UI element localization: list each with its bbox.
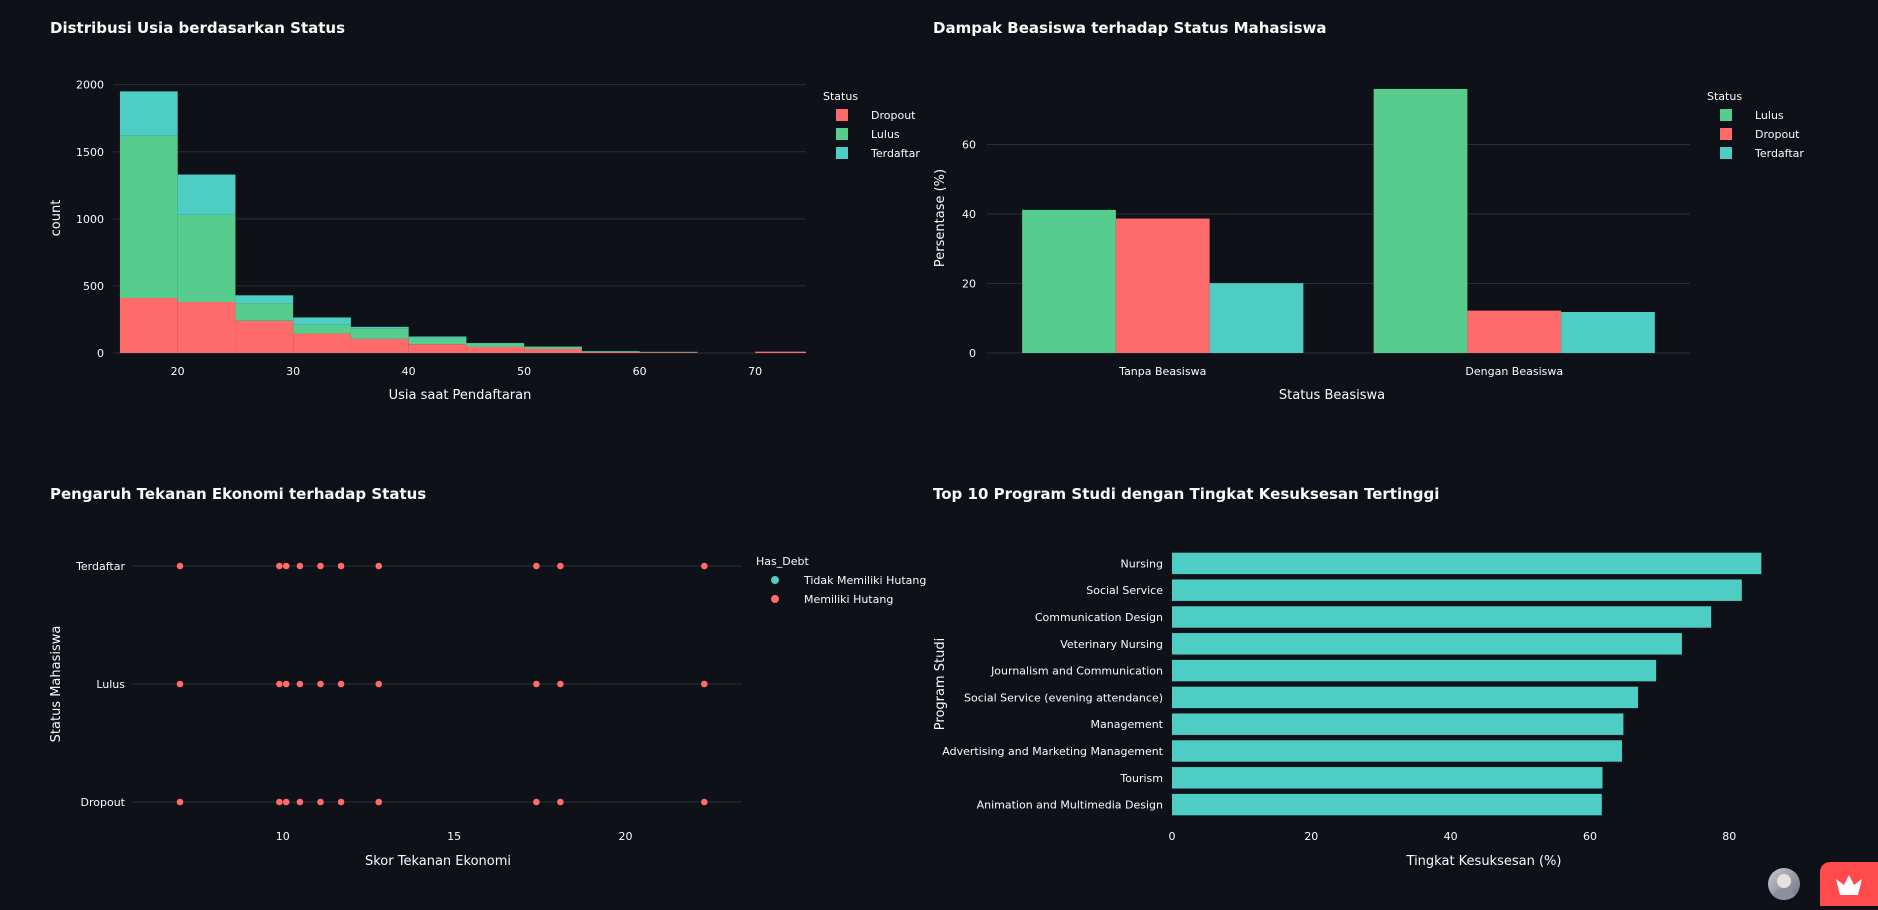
x-tick-label: 20 bbox=[1304, 830, 1318, 843]
program-bars bbox=[1172, 553, 1761, 816]
program-yticks: Nursing Social Service Communication Desig… bbox=[942, 557, 1163, 811]
y-tick-label: Management bbox=[1091, 718, 1164, 731]
program-bar bbox=[1172, 633, 1682, 654]
program-bar bbox=[1172, 687, 1638, 708]
y-tick-label: Social Service bbox=[1086, 584, 1163, 597]
program-xticks: 0 20 40 60 80 bbox=[1169, 830, 1737, 843]
program-bar bbox=[1172, 606, 1711, 627]
program-bar bbox=[1172, 553, 1761, 574]
y-tick-label: Social Service (evening attendance) bbox=[964, 691, 1163, 704]
y-tick-label: Journalism and Communication bbox=[990, 665, 1163, 678]
program-bar bbox=[1172, 579, 1742, 600]
x-tick-label: 80 bbox=[1722, 830, 1736, 843]
y-tick-label: Communication Design bbox=[1035, 611, 1163, 624]
program-bar bbox=[1172, 767, 1602, 788]
y-tick-label: Nursing bbox=[1121, 557, 1163, 570]
y-tick-label: Veterinary Nursing bbox=[1060, 638, 1163, 651]
program-bar bbox=[1172, 740, 1622, 761]
program-bar bbox=[1172, 713, 1623, 734]
program-bar bbox=[1172, 660, 1656, 681]
x-tick-label: 0 bbox=[1169, 830, 1176, 843]
y-tick-label: Animation and Multimedia Design bbox=[977, 799, 1163, 812]
program-ylabel: Program Studi bbox=[933, 638, 948, 730]
y-tick-label: Advertising and Marketing Management bbox=[942, 745, 1163, 758]
program-title: Top 10 Program Studi dengan Tingkat Kesu… bbox=[933, 485, 1439, 503]
streamlit-crown-icon[interactable] bbox=[1820, 862, 1878, 906]
program-bar bbox=[1172, 794, 1602, 815]
x-tick-label: 40 bbox=[1444, 830, 1458, 843]
y-tick-label: Tourism bbox=[1119, 772, 1163, 785]
x-tick-label: 60 bbox=[1583, 830, 1597, 843]
user-avatar[interactable] bbox=[1768, 868, 1800, 900]
program-xlabel: Tingkat Kesuksesan (%) bbox=[1406, 854, 1562, 869]
